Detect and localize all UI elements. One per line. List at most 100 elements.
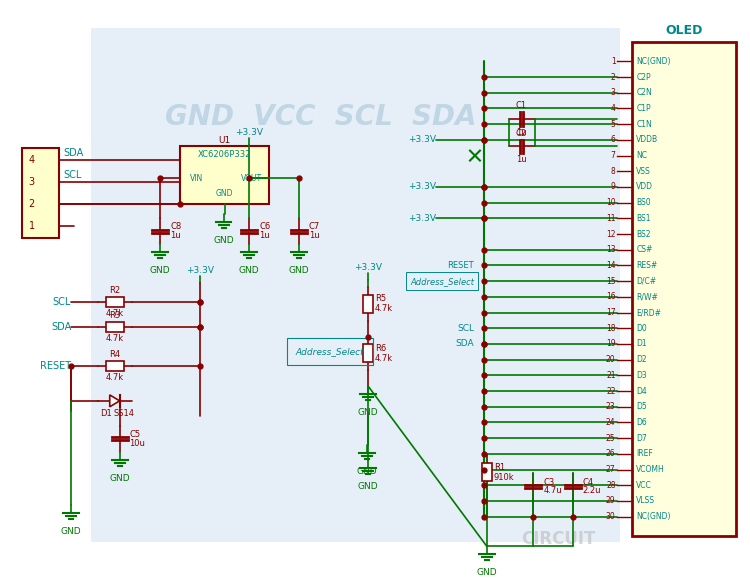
Bar <box>632 42 736 536</box>
Text: 15: 15 <box>606 277 616 286</box>
Text: 2: 2 <box>28 199 34 209</box>
Text: C5: C5 <box>130 430 141 439</box>
Text: SDA: SDA <box>63 149 83 158</box>
Text: 25: 25 <box>606 434 616 443</box>
Text: Address_Select: Address_Select <box>410 277 474 286</box>
Text: 4: 4 <box>610 104 616 113</box>
Text: C1: C1 <box>516 101 527 110</box>
Text: D3: D3 <box>636 371 647 380</box>
Text: 8: 8 <box>610 167 616 176</box>
Text: 4.7k: 4.7k <box>106 334 124 343</box>
Text: GND: GND <box>239 266 260 275</box>
Text: 2.2u: 2.2u <box>583 487 602 495</box>
Text: C2P: C2P <box>636 73 651 81</box>
Text: SCL: SCL <box>53 297 71 307</box>
Text: SS14: SS14 <box>114 409 135 418</box>
Text: 19: 19 <box>606 339 616 349</box>
Text: E/RD#: E/RD# <box>636 308 662 317</box>
Text: 1u: 1u <box>170 231 181 240</box>
Text: D0: D0 <box>636 324 647 333</box>
Text: GND: GND <box>358 408 379 417</box>
Text: +3.3V: +3.3V <box>236 128 263 136</box>
Text: 6: 6 <box>610 135 616 144</box>
Text: XC6206P332: XC6206P332 <box>198 150 251 160</box>
Text: GND: GND <box>150 266 170 275</box>
Text: SDA: SDA <box>51 321 71 332</box>
Text: BS2: BS2 <box>636 229 651 239</box>
Text: +3.3V: +3.3V <box>408 214 436 223</box>
Text: 1u: 1u <box>516 155 526 164</box>
Text: 21: 21 <box>606 371 616 380</box>
Text: D5: D5 <box>636 402 647 412</box>
Bar <box>482 463 492 481</box>
Text: 1u: 1u <box>516 128 526 136</box>
Text: 14: 14 <box>606 261 616 270</box>
Text: 4.7k: 4.7k <box>375 354 393 363</box>
Text: VLSS: VLSS <box>636 497 656 505</box>
Text: 1u: 1u <box>260 231 270 240</box>
Text: 1u: 1u <box>309 231 320 240</box>
Bar <box>106 322 124 332</box>
Text: 3: 3 <box>28 177 34 187</box>
Text: +3.3V: +3.3V <box>354 263 382 272</box>
Text: GND: GND <box>357 467 377 476</box>
Text: VDDB: VDDB <box>636 135 658 144</box>
Bar <box>106 361 124 371</box>
Text: 1: 1 <box>610 57 616 66</box>
Text: +3.3V: +3.3V <box>408 135 436 144</box>
Text: GND: GND <box>289 266 309 275</box>
Text: R6: R6 <box>375 344 386 353</box>
Text: 9: 9 <box>610 183 616 191</box>
Text: 23: 23 <box>606 402 616 412</box>
Text: 16: 16 <box>606 292 616 301</box>
Bar <box>363 344 373 362</box>
Text: NC(GND): NC(GND) <box>636 57 670 66</box>
Text: 2: 2 <box>610 73 616 81</box>
Text: BS0: BS0 <box>636 198 651 207</box>
Text: C1P: C1P <box>636 104 651 113</box>
Text: C2N: C2N <box>636 88 652 97</box>
Text: OLED: OLED <box>665 24 703 36</box>
Bar <box>22 149 59 238</box>
Text: 4.7k: 4.7k <box>106 373 124 382</box>
Text: RESET: RESET <box>40 361 71 371</box>
Bar <box>106 297 124 307</box>
Text: GND  VCC  SCL  SDA: GND VCC SCL SDA <box>165 103 476 131</box>
Text: VCC: VCC <box>636 481 652 490</box>
Text: SCL: SCL <box>457 324 474 333</box>
Text: BS1: BS1 <box>636 214 651 223</box>
Bar <box>180 146 269 204</box>
Text: 29: 29 <box>606 497 616 505</box>
Text: 22: 22 <box>606 387 616 395</box>
Text: 3: 3 <box>610 88 616 97</box>
Text: CS#: CS# <box>636 245 652 254</box>
Text: VCOMH: VCOMH <box>636 465 665 474</box>
Text: 7: 7 <box>610 151 616 160</box>
Text: 4.7u: 4.7u <box>543 487 562 495</box>
Text: +3.3V: +3.3V <box>186 266 214 275</box>
Text: NC(GND): NC(GND) <box>636 512 670 521</box>
Text: 10u: 10u <box>130 439 146 448</box>
Text: D/C#: D/C# <box>636 277 656 286</box>
Text: GND: GND <box>110 474 130 483</box>
Text: VDD: VDD <box>636 183 653 191</box>
Text: U1: U1 <box>218 135 231 144</box>
Text: RES#: RES# <box>636 261 658 270</box>
Text: GND: GND <box>213 236 234 244</box>
Text: 4.7k: 4.7k <box>375 304 393 313</box>
Text: SCL: SCL <box>63 170 82 180</box>
Text: C8: C8 <box>170 222 182 231</box>
Text: +3.3V: +3.3V <box>408 183 436 191</box>
Text: R3: R3 <box>109 311 120 320</box>
Text: D1: D1 <box>636 339 647 349</box>
Text: Address_Select: Address_Select <box>296 347 364 356</box>
Text: 910k: 910k <box>494 473 514 481</box>
Text: C1N: C1N <box>636 120 652 129</box>
Text: D4: D4 <box>636 387 647 395</box>
Text: 11: 11 <box>606 214 616 223</box>
Text: 13: 13 <box>606 245 616 254</box>
Text: D2: D2 <box>636 355 647 364</box>
Text: D6: D6 <box>636 418 647 427</box>
Text: GND: GND <box>476 568 497 577</box>
Text: C3: C3 <box>543 477 554 487</box>
